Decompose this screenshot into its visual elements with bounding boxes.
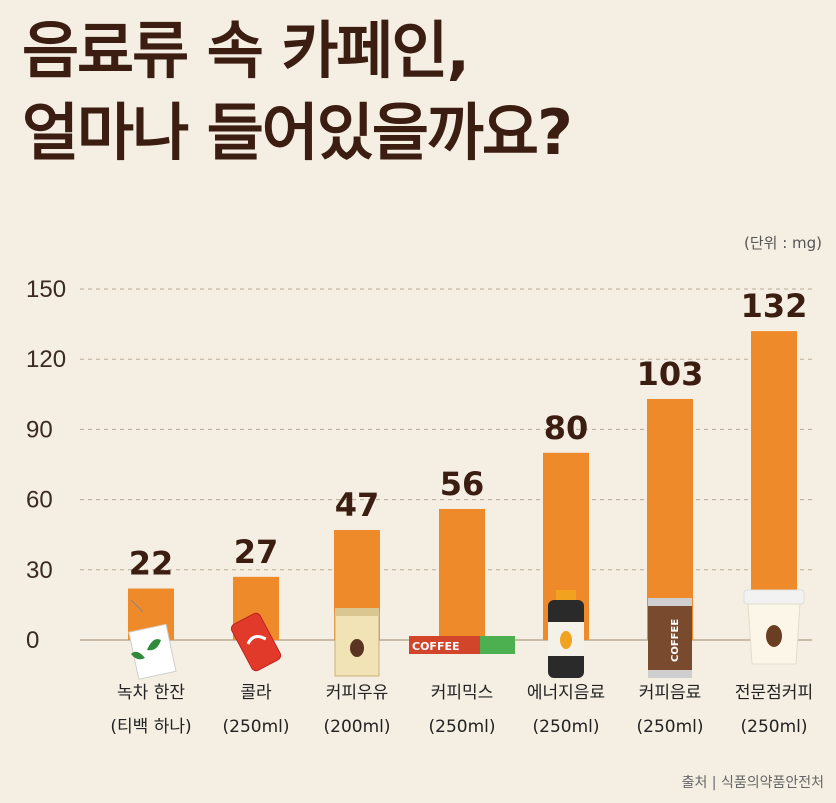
- title-line-1: 음료류 속 카페인,: [22, 14, 470, 87]
- y-tick-label: 150: [26, 276, 66, 303]
- category-label: 커피음료: [639, 683, 702, 703]
- bar: [439, 508, 485, 640]
- coffee-mix-stick-icon: COFFEE: [409, 636, 515, 654]
- value-label: 47: [335, 486, 380, 524]
- category-label: (250ml): [533, 717, 600, 737]
- category-label: 전문점커피: [735, 683, 813, 703]
- energy-drink-bottle-icon: [548, 590, 584, 678]
- unit-label: (단위 : mg): [743, 234, 822, 252]
- category-label: 커피우유: [326, 683, 389, 703]
- icon-text: COFFEE: [412, 640, 459, 653]
- value-label: 56: [440, 465, 485, 503]
- page-title: 음료류 속 카페인, 얼마나 들어있을까요?: [22, 10, 573, 174]
- y-tick-label: 90: [26, 416, 53, 443]
- value-label: 103: [637, 355, 704, 393]
- category-label: (250ml): [223, 717, 290, 737]
- icon-text: COFFEE: [670, 619, 681, 662]
- y-tick-label: 30: [26, 557, 53, 584]
- tea-bag-icon: [128, 599, 177, 680]
- category-label: (250ml): [429, 717, 496, 737]
- cola-can-icon: [230, 612, 282, 672]
- bar: [751, 331, 797, 640]
- source-note: 출처 | 식품의약품안전처: [681, 775, 824, 791]
- category-label: 콜라: [240, 683, 272, 703]
- value-label: 22: [129, 545, 174, 583]
- category-label: (티백 하나): [110, 717, 191, 737]
- value-label: 27: [234, 533, 279, 571]
- coffee-can-icon: COFFEE: [648, 598, 692, 678]
- coffee-cup-icon: [743, 589, 805, 665]
- category-label: (200ml): [324, 717, 391, 737]
- category-label: (250ml): [741, 717, 808, 737]
- value-label: 132: [741, 287, 808, 325]
- value-label: 80: [544, 409, 589, 447]
- category-label: 에너지음료: [527, 683, 605, 703]
- category-label: (250ml): [637, 717, 704, 737]
- title-line-2: 얼마나 들어있을까요?: [22, 96, 573, 169]
- y-tick-label: 120: [26, 346, 66, 373]
- category-label: 커피믹스: [431, 683, 494, 703]
- coffee-milk-carton-icon: [334, 608, 380, 677]
- y-tick-label: 0: [26, 627, 39, 654]
- y-tick-label: 60: [26, 487, 53, 514]
- category-label: 녹차 한잔: [117, 683, 185, 703]
